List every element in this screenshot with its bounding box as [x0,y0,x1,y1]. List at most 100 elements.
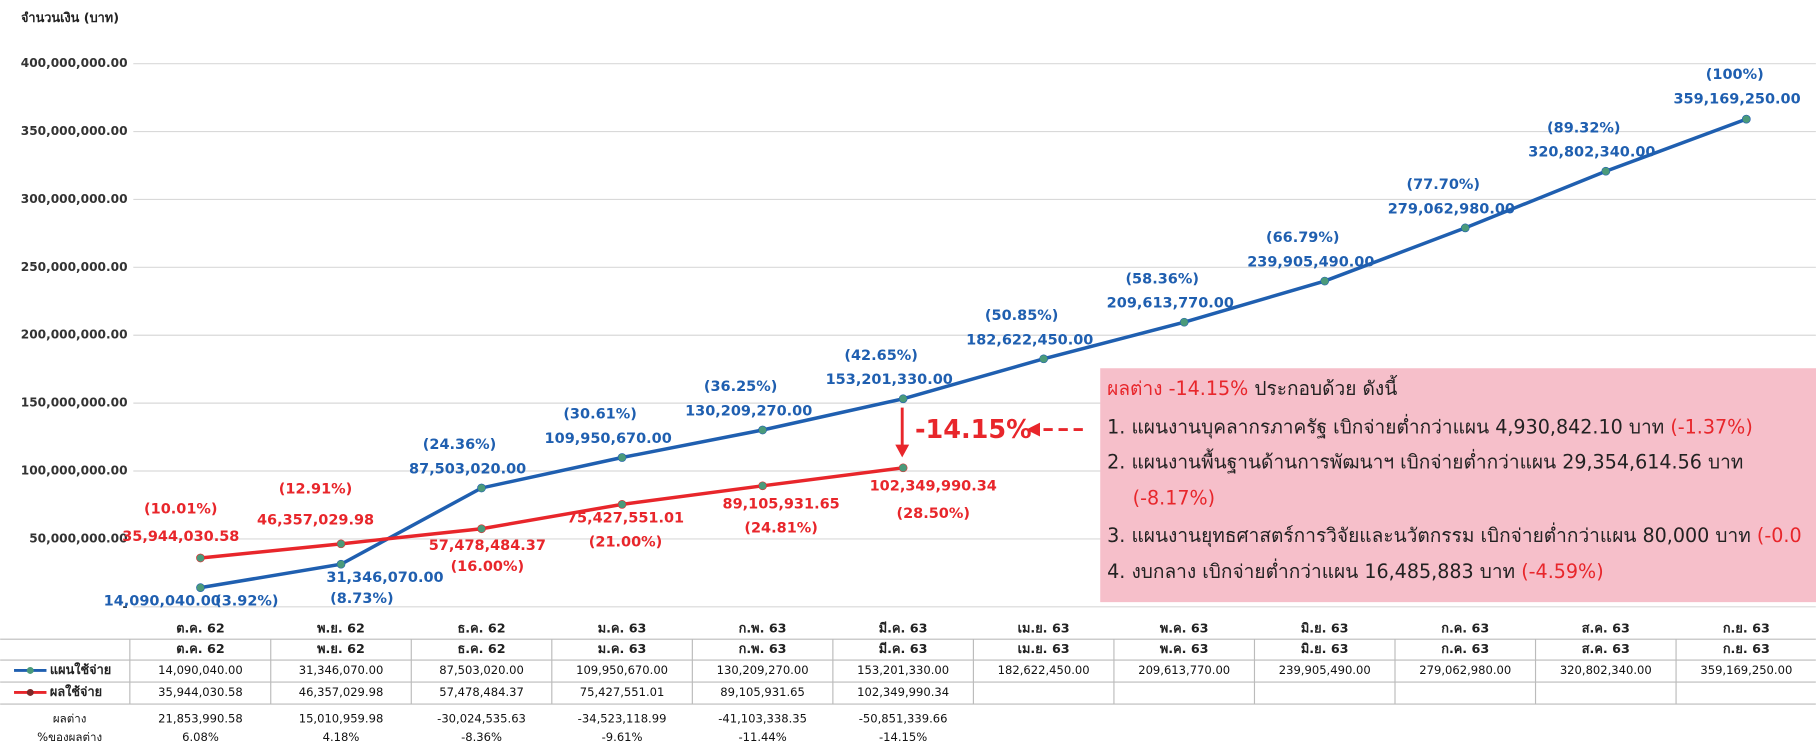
note-pct: (-1.37%) [1670,415,1752,438]
pct-label: (42.65%) [844,348,917,364]
x-tick-label: พ.ค. 63 [1160,621,1209,636]
note-pct: (-4.59%) [1521,560,1603,583]
data-label: 57,478,484.37 [429,538,546,554]
data-label: 109,950,670.00 [545,431,672,447]
pct-label: (100%) [1706,67,1764,83]
data-label: 89,105,931.65 [723,496,840,512]
pct-label: (24.36%) [423,437,496,453]
y-tick-label: 100,000,000.00 [21,464,128,478]
table-cell: 239,905,490.00 [1279,663,1371,677]
point [1601,166,1611,176]
legend-marker [26,688,34,696]
point [617,453,627,462]
note-item: 4. งบกลาง เบิกจ่ายต่ำกว่าแผน 16,485,883 … [1107,558,1604,583]
data-label: 130,209,270.00 [685,403,812,419]
y-axis-title: จำนวนเงิน (บาท) [21,11,119,26]
pct-label: (3.92%) [215,594,278,610]
note-text: 1. แผนงานบุคลากรภาครัฐ เบิกจ่ายต่ำกว่าแผ… [1107,413,1670,439]
y-tick-label: - [122,599,127,613]
table-cell: 87,503,020.00 [439,663,524,677]
pct-label: (36.25%) [704,379,778,395]
pct-label: (30.61%) [563,407,637,423]
x-tick-label: ก.พ. 63 [739,621,787,636]
y-tick-label: 200,000,000.00 [21,328,128,342]
x-tick-label: ก.ย. 63 [1723,621,1770,636]
diff-pct-name: %ของผลต่าง [37,730,102,744]
gap-pointer-head [1026,422,1041,437]
point [898,463,908,473]
y-tick-label: 350,000,000.00 [21,124,128,138]
point [477,483,486,493]
table-cell: 182,622,450.00 [998,663,1090,677]
table-cell: 153,201,330.00 [857,663,949,677]
data-label: 46,357,029.98 [257,513,374,529]
table-cell: 102,349,990.34 [857,685,949,699]
pct-label: (10.01%) [144,501,218,517]
data-label: 31,346,070.00 [326,570,443,586]
data-label: 35,944,030.58 [122,529,239,545]
table-cell: 35,944,030.58 [158,685,243,699]
gap-arrowhead [895,444,910,458]
diff-pct-cell: 4.18% [323,730,360,744]
table-header: มี.ค. 63 [879,642,928,657]
point [1179,317,1189,327]
x-tick-label: ก.ค. 63 [1441,621,1489,636]
pct-label: (77.70%) [1407,177,1481,193]
table-cell: 75,427,551.01 [580,685,665,699]
gap-label: -14.15% [915,415,1032,445]
point [336,559,346,569]
point [1741,114,1751,124]
y-tick-label: 150,000,000.00 [21,396,128,410]
point [477,524,486,534]
note-title-rest: ประกอบด้วย ดังนี้ [1248,375,1397,400]
diff-cell: -50,851,339.66 [859,712,948,726]
data-label: 359,169,250.00 [1673,91,1800,107]
y-tick-label: 300,000,000.00 [21,192,128,206]
table-header: ต.ค. 62 [176,642,225,657]
legend-label: แผนใช้จ่าย [50,661,111,678]
table-header: ก.ค. 63 [1441,642,1489,657]
diff-pct-cell: 6.08% [182,730,219,744]
table-cell: 57,478,484.37 [439,685,524,699]
point [196,553,205,563]
data-label: 209,613,770.00 [1107,296,1234,312]
note-item: 2. แผนงานพื้นฐานด้านการพัฒนาฯ เบิกจ่ายต่… [1107,449,1743,474]
note-title-red: ผลต่าง -14.15% [1107,377,1248,400]
point [196,583,205,592]
point [898,394,908,404]
point [617,500,627,509]
note-pct: (-0.0 [1757,524,1802,547]
x-tick-label: พ.ย. 62 [317,621,365,636]
x-tick-label: ส.ค. 63 [1582,621,1630,636]
data-label: 153,201,330.00 [826,372,953,388]
data-label: 14,090,040.00 [104,594,221,610]
note-text: 3. แผนงานยุทธศาสตร์การวิจัยและนวัตกรรม เ… [1107,522,1757,548]
pct-label: (58.36%) [1125,271,1199,287]
diff-cell: -34,523,118.99 [578,712,667,726]
diff-pct-cell: -9.61% [602,730,643,744]
data-label: 239,905,490.00 [1247,255,1374,271]
pct-label: (24.81%) [744,521,818,537]
table-cell: 31,346,070.00 [299,663,384,677]
series-line [200,466,904,560]
diff-pct-cell: -11.44% [738,730,786,744]
diff-cell: -41,103,338.35 [718,712,807,726]
point [1320,276,1330,286]
diff-cell: -30,024,535.63 [437,712,526,726]
table-cell: 320,802,340.00 [1560,663,1652,677]
table-header: ก.ย. 63 [1723,642,1770,657]
table-cell: 130,209,270.00 [717,663,809,677]
pct-label: (21.00%) [589,535,663,551]
note-item: 1. แผนงานบุคลากรภาครัฐ เบิกจ่ายต่ำกว่าแผ… [1107,413,1753,439]
table-cell: 46,357,029.98 [299,685,384,699]
point [1460,223,1470,233]
data-label: 320,802,340.00 [1528,145,1655,161]
data-label: 87,503,020.00 [409,461,526,477]
legend-label: ผลใช้จ่าย [50,683,102,700]
note-title: ผลต่าง -14.15% ประกอบด้วย ดังนี้ [1107,375,1397,400]
pct-label: (89.32%) [1547,120,1621,136]
x-tick-label: ม.ค. 63 [598,621,647,636]
diff-cell: 15,010,959.98 [299,712,384,726]
